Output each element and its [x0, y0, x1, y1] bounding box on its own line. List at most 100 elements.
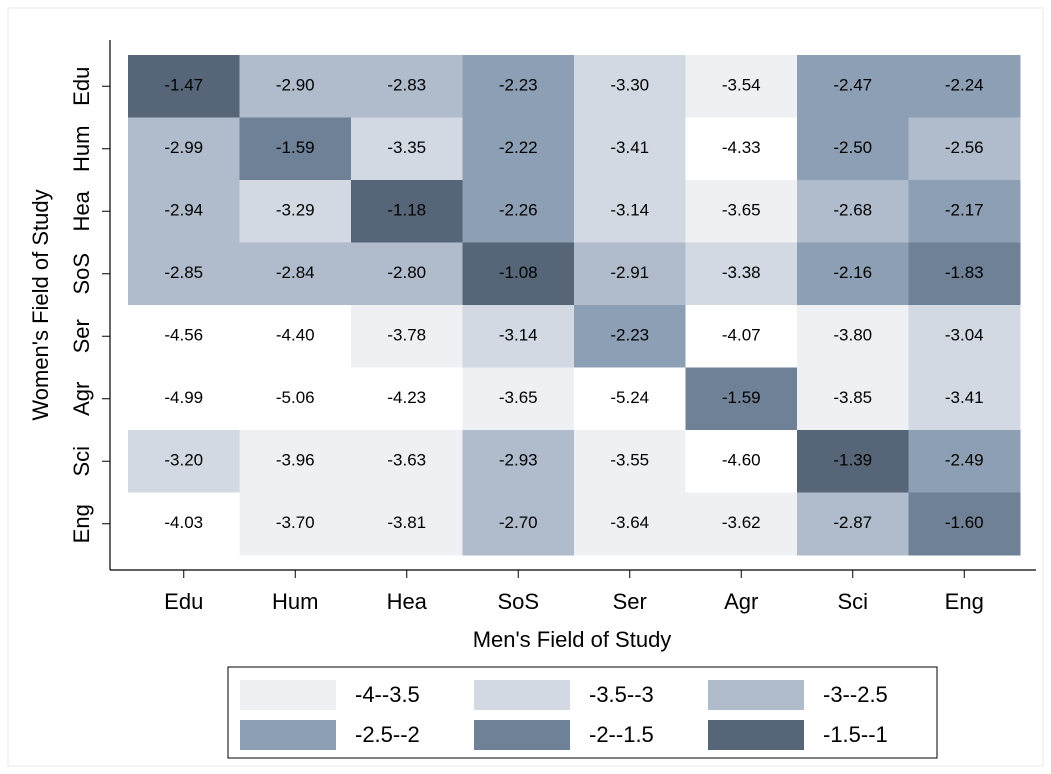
cell-label: -3.41	[610, 138, 649, 157]
cell-label: -3.38	[722, 263, 761, 282]
cell-label: -5.06	[276, 388, 315, 407]
cell	[797, 117, 909, 181]
cell	[351, 430, 463, 493]
cell	[462, 117, 575, 181]
y-tick-label: Ser	[69, 319, 94, 353]
cell-label: -2.22	[499, 138, 538, 157]
cell	[574, 55, 686, 118]
cell	[462, 242, 575, 306]
cell	[574, 367, 686, 431]
cell-label: -4.60	[722, 451, 761, 470]
cell-label: -3.64	[610, 513, 649, 532]
cell-label: -2.23	[499, 76, 538, 95]
cell	[797, 367, 909, 431]
cell-label: -2.49	[945, 451, 984, 470]
cell	[351, 55, 463, 118]
legend-box	[227, 666, 938, 759]
cell	[574, 242, 686, 306]
cell-label: -1.60	[945, 513, 984, 532]
x-tick-label: SoS	[497, 589, 539, 614]
cell-label: -1.47	[164, 76, 203, 95]
cell	[908, 55, 1021, 118]
cell	[574, 430, 686, 493]
legend-label: -3--2.5	[823, 682, 888, 707]
legend-swatch	[708, 720, 804, 750]
cell	[574, 117, 686, 181]
cell-label: -3.41	[945, 388, 984, 407]
x-tick-label: Edu	[164, 589, 203, 614]
cell-label: -3.70	[276, 513, 315, 532]
cell	[462, 430, 575, 493]
cell-label: -4.33	[722, 138, 761, 157]
cell	[239, 180, 352, 243]
cell-label: -4.23	[387, 388, 426, 407]
cell	[351, 180, 463, 243]
cell-label: -2.99	[164, 138, 203, 157]
cell-label: -2.50	[833, 138, 872, 157]
legend-swatch	[240, 680, 336, 710]
cell-label: -2.23	[610, 326, 649, 345]
cell-label: -3.96	[276, 451, 315, 470]
y-tick-label: Hum	[69, 126, 94, 172]
cell-label: -3.35	[387, 138, 426, 157]
cell-label: -4.07	[722, 326, 761, 345]
cell	[685, 430, 798, 493]
cell	[239, 305, 352, 368]
cell	[128, 117, 240, 181]
cell-label: -3.80	[833, 326, 872, 345]
cell-label: -2.83	[387, 76, 426, 95]
cell-label: -3.04	[945, 326, 984, 345]
cell	[574, 180, 686, 243]
cell-label: -2.70	[499, 513, 538, 532]
cell-label: -3.55	[610, 451, 649, 470]
cell-label: -3.30	[610, 76, 649, 95]
cell	[351, 117, 463, 181]
cell-label: -3.14	[499, 326, 538, 345]
x-tick-label: Agr	[724, 589, 758, 614]
cell	[128, 242, 240, 306]
cell	[685, 242, 798, 306]
cell	[462, 55, 575, 118]
cell-label: -3.63	[387, 451, 426, 470]
cell-label: -2.47	[833, 76, 872, 95]
legend-swatch	[708, 680, 804, 710]
y-tick-label: Hea	[69, 190, 94, 231]
cell-label: -2.84	[276, 263, 315, 282]
cell-label: -2.68	[833, 201, 872, 220]
x-tick-label: Hea	[387, 589, 428, 614]
cell	[797, 55, 909, 118]
cell	[128, 492, 240, 556]
legend-swatch	[240, 720, 336, 750]
cell	[128, 305, 240, 368]
cell	[908, 367, 1021, 431]
y-tick-label: Agr	[69, 382, 94, 416]
cell	[797, 180, 909, 243]
cell	[797, 242, 909, 306]
cell	[462, 305, 575, 368]
cell	[908, 180, 1021, 243]
cell	[239, 55, 352, 118]
cell-label: -2.85	[164, 263, 203, 282]
cells	[128, 55, 1021, 556]
legend-swatch	[474, 720, 570, 750]
y-tick-label: SoS	[69, 253, 94, 295]
y-tick-label: Eng	[69, 504, 94, 543]
frame	[7, 7, 1044, 767]
cell	[685, 180, 798, 243]
legend-label: -2--1.5	[589, 722, 654, 747]
cell-label: -3.65	[499, 388, 538, 407]
cell	[462, 180, 575, 243]
cell-label: -2.90	[276, 76, 315, 95]
cell-label: -1.59	[276, 138, 315, 157]
cell-label: -3.54	[722, 76, 761, 95]
cell-label: -2.24	[945, 76, 984, 95]
x-tick-label: Sci	[837, 589, 868, 614]
cell	[685, 367, 798, 431]
cell-label: -2.93	[499, 451, 538, 470]
cell-label: -3.14	[610, 201, 649, 220]
cell	[685, 492, 798, 556]
cell-label: -2.16	[833, 263, 872, 282]
cell-label: -2.80	[387, 263, 426, 282]
cell-label: -2.26	[499, 201, 538, 220]
